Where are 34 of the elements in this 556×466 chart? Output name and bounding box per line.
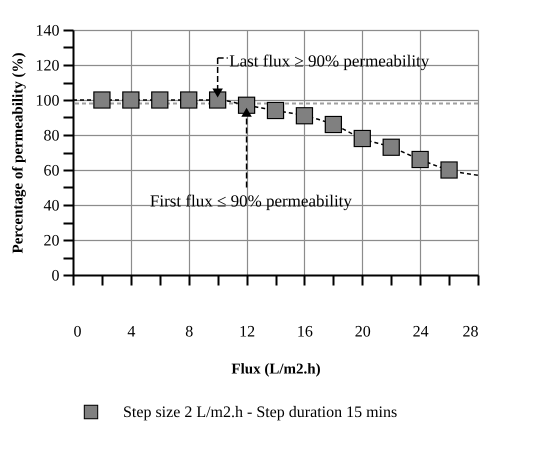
y-tick-label: 120 <box>36 58 60 74</box>
legend-label: Step size 2 L/m2.h - Step duration 15 mins <box>123 404 398 421</box>
point <box>238 96 256 114</box>
y-tick-label: 40 <box>44 198 60 214</box>
y-tick-label: 0 <box>52 268 60 284</box>
x-tick-label: 24 <box>412 324 429 340</box>
y-tick-label: 80 <box>44 128 60 144</box>
y-tick-label: 20 <box>44 232 60 250</box>
x-tick-label: 28 <box>462 324 478 340</box>
x-tick-label: 20 <box>354 324 371 340</box>
x-tick-label: 16 <box>296 324 313 340</box>
x-tick-label: 12 <box>239 324 256 340</box>
point <box>93 91 111 109</box>
x-tick-label: 0 <box>74 324 82 340</box>
x-axis-title: Flux (L/m2.h) <box>231 362 321 378</box>
y-tick-label: 60 <box>44 162 60 180</box>
y-tick-label: 100 <box>36 92 60 110</box>
point <box>208 91 226 109</box>
point <box>440 161 458 179</box>
point <box>324 116 342 134</box>
point <box>180 91 198 109</box>
point <box>354 130 371 148</box>
x-tick-label: 4 <box>127 324 136 340</box>
point <box>266 102 284 120</box>
annotation: First flux ≤ 90% permeability <box>150 192 352 210</box>
point <box>122 91 140 109</box>
annotation: Last flux ≥ 90% permeability <box>229 52 430 70</box>
point <box>382 138 400 156</box>
x-tick-label: 8 <box>185 324 194 340</box>
point <box>411 150 429 168</box>
y-axis-title: Percentage of permeability (%) <box>10 52 26 254</box>
point <box>296 107 314 124</box>
point <box>151 91 168 109</box>
y-tick-label: 140 <box>36 22 60 40</box>
